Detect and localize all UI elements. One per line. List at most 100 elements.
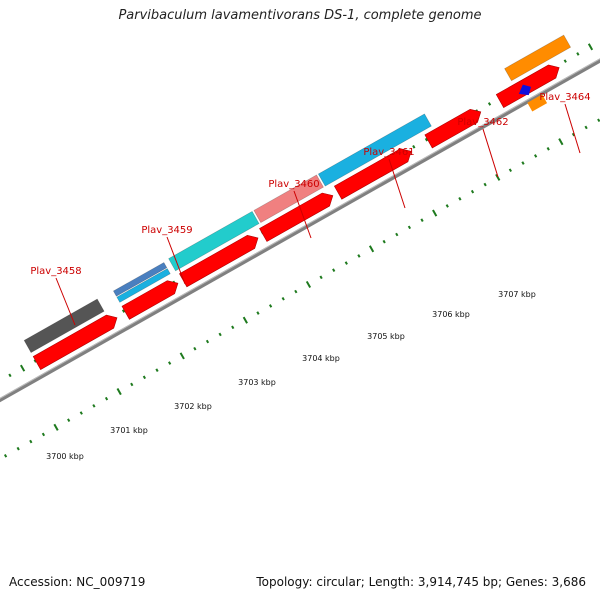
inner-tick-minor <box>407 225 412 230</box>
inner-tick-minor <box>155 368 159 372</box>
outer-tick-minor <box>412 144 416 149</box>
inner-tick-minor <box>142 375 147 380</box>
inner-tick-minor <box>256 311 260 315</box>
inner-tick-minor <box>584 125 588 130</box>
inner-tick-minor <box>319 275 323 280</box>
inner-tick-minor <box>67 418 71 422</box>
outer-tick-minor <box>121 309 126 313</box>
genome-summary-text: Topology: circular; Length: 3,914,745 bp… <box>256 575 586 589</box>
gene-block-dark-grey <box>23 298 105 353</box>
gene-block-blue-arrow <box>518 84 532 96</box>
inner-tick-major <box>179 352 185 360</box>
ruler-label: 3704 kbp <box>302 354 340 363</box>
gene-leader-line <box>482 128 499 178</box>
inner-tick-minor <box>41 432 46 437</box>
cds-arrow <box>424 108 482 149</box>
inner-tick-minor <box>205 339 210 344</box>
inner-tick-minor <box>168 361 172 365</box>
backbone-line <box>0 58 600 403</box>
cds-arrow <box>333 148 412 200</box>
outer-tick-major <box>19 364 26 372</box>
outer-tick-minor <box>576 52 580 56</box>
inner-tick-major <box>116 388 122 396</box>
inner-tick-minor <box>458 197 462 201</box>
inner-tick-major <box>242 316 248 324</box>
map-title: Parvibaculum lavamentivorans DS-1, compl… <box>118 8 482 23</box>
inner-tick-minor <box>597 118 600 123</box>
inner-tick-minor <box>395 232 399 237</box>
inner-tick-major <box>53 423 59 431</box>
outer-tick-minor <box>487 102 492 106</box>
gene-leader-line <box>564 103 581 154</box>
gene-track <box>23 34 572 353</box>
gene-block-orange <box>504 34 572 82</box>
inner-tick-major <box>558 138 564 146</box>
outer-tick-minor <box>33 359 37 363</box>
inner-tick-minor <box>79 411 83 415</box>
ruler-label: 3707 kbp <box>498 290 536 299</box>
ruler-label: 3702 kbp <box>174 402 212 411</box>
inner-tick-minor <box>130 382 134 387</box>
inner-tick-minor <box>332 268 336 273</box>
inner-tick-major <box>495 173 501 181</box>
inner-tick-minor <box>534 154 538 158</box>
inner-tick-minor <box>445 204 449 208</box>
gene-label-plav_3462: Plav_3462 <box>457 117 508 128</box>
ruler-labels: 3700 kbp 3701 kbp 3702 kbp 3703 kbp 3704 kbp… <box>46 290 536 461</box>
inner-tick-minor <box>470 189 475 194</box>
cds-arrow <box>121 280 179 320</box>
backbone-highlight <box>0 58 600 399</box>
gene-leader-line <box>166 236 186 285</box>
inner-tick-minor <box>3 454 8 458</box>
inner-tick-major <box>432 209 438 217</box>
inner-tick-minor <box>218 332 222 337</box>
gene-label-plav_3458: Plav_3458 <box>30 266 81 277</box>
gene-block-cyan <box>116 268 171 303</box>
gene-leader-line <box>388 158 406 209</box>
ruler-label: 3706 kbp <box>432 310 470 319</box>
ruler-label: 3705 kbp <box>367 332 405 341</box>
cds-arrow <box>259 192 334 242</box>
inner-tick-minor <box>16 446 20 451</box>
inner-tick-minor <box>344 261 348 265</box>
inner-tick-minor <box>420 218 424 223</box>
gene-block-cyan-2 <box>317 113 432 187</box>
inner-tick-minor <box>281 296 285 301</box>
gene-block-orange-small <box>527 94 548 112</box>
inner-tick-minor <box>546 147 550 151</box>
cds-track <box>32 64 560 370</box>
gene-leader-line <box>293 190 312 239</box>
genome-backbone <box>0 58 600 403</box>
inner-tick-minor <box>357 254 361 258</box>
inner-tick-major <box>368 245 375 253</box>
outer-tick-minor <box>424 137 429 142</box>
inner-tick-minor <box>521 161 525 165</box>
inner-tick-minor <box>231 325 235 330</box>
inner-tick-minor <box>571 132 576 137</box>
inner-tick-minor <box>92 404 96 408</box>
inner-tick-minor <box>193 346 197 351</box>
outer-tick-minor <box>563 59 567 63</box>
ruler-label: 3701 kbp <box>110 426 148 435</box>
gene-block-steel-blue <box>112 262 168 297</box>
gene-label-plav_3461: Plav_3461 <box>363 147 414 158</box>
inner-tick-minor <box>104 396 109 401</box>
gene-label-plav_3460: Plav_3460 <box>268 179 319 190</box>
gene-label-plav_3464: Plav_3464 <box>539 92 590 103</box>
gene-labels: Plav_3458 Plav_3459 Plav_3460 Plav_3461 Plav… <box>30 92 591 326</box>
inner-tick-ring <box>3 118 600 458</box>
inner-tick-minor <box>29 439 33 444</box>
inner-tick-major <box>305 280 312 289</box>
accession-text: Accession: NC_009719 <box>9 575 146 589</box>
gene-leader-line <box>55 277 76 326</box>
gene-block-pink <box>253 174 324 223</box>
ruler-label: 3703 kbp <box>238 378 276 387</box>
cds-arrow <box>32 314 118 370</box>
gene-label-plav_3459: Plav_3459 <box>141 225 192 236</box>
cds-arrow <box>179 235 259 288</box>
ruler-label: 3700 kbp <box>46 452 84 461</box>
outer-tick-minor <box>8 373 12 378</box>
inner-tick-minor <box>294 289 298 294</box>
gene-block-teal <box>168 210 260 272</box>
